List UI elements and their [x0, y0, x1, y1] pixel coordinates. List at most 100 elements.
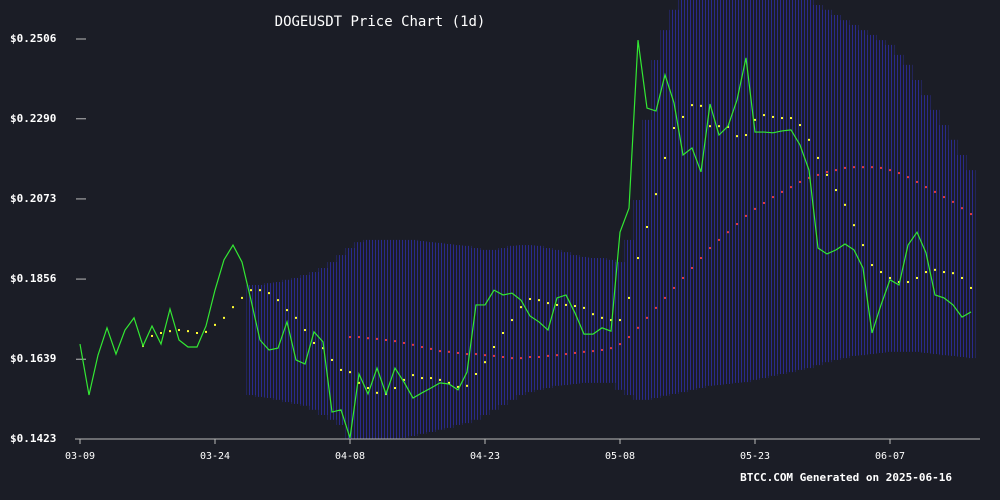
dot [790, 117, 792, 120]
dot [601, 348, 603, 351]
dot [448, 381, 450, 384]
dot [277, 299, 279, 302]
dot [565, 353, 567, 356]
band [435, 242, 445, 430]
band [921, 95, 931, 353]
dot [916, 180, 918, 183]
dot [637, 326, 639, 329]
band [948, 139, 958, 356]
band [426, 242, 436, 432]
dot [484, 354, 486, 357]
dot [808, 176, 810, 179]
y-tick-label: $0.1639 [10, 352, 56, 365]
dot [700, 104, 702, 107]
dot [754, 207, 756, 210]
dot [214, 323, 216, 326]
bands [246, 0, 976, 439]
band [597, 258, 607, 383]
dot [736, 135, 738, 138]
band [462, 245, 472, 424]
dot [268, 292, 270, 295]
dot [547, 354, 549, 357]
dot [646, 316, 648, 319]
y-tick-label: $0.2290 [10, 112, 56, 125]
dot [880, 271, 882, 274]
dot [403, 341, 405, 344]
dot [952, 200, 954, 203]
x-tick-label: 05-08 [605, 451, 635, 462]
dot [529, 298, 531, 301]
dot [367, 337, 369, 340]
dot [853, 224, 855, 227]
dot [304, 329, 306, 332]
dot [286, 309, 288, 312]
dot [961, 276, 963, 279]
dot [808, 138, 810, 141]
band [651, 60, 661, 399]
dot [970, 286, 972, 289]
dot [250, 289, 252, 292]
band [786, 0, 796, 373]
dot [862, 166, 864, 169]
dot [925, 271, 927, 274]
dot [448, 350, 450, 353]
dot [493, 354, 495, 357]
dot [376, 337, 378, 340]
dot [412, 374, 414, 377]
band [309, 272, 319, 410]
dot [322, 347, 324, 350]
y-tick-label: $0.1423 [10, 432, 56, 445]
dot [673, 127, 675, 130]
dot [502, 356, 504, 359]
band [543, 248, 553, 389]
dot [799, 124, 801, 127]
x-tick-label: 03-24 [200, 451, 230, 462]
band [345, 248, 355, 439]
band [723, 0, 733, 384]
dot [817, 156, 819, 159]
dot [943, 271, 945, 274]
dot [718, 238, 720, 241]
dot [817, 173, 819, 176]
dot [610, 319, 612, 322]
dot [673, 286, 675, 289]
dot [187, 330, 189, 333]
dot [835, 169, 837, 172]
dot [430, 377, 432, 380]
dot [727, 231, 729, 234]
band [363, 239, 373, 439]
dot [349, 336, 351, 339]
band [930, 109, 940, 355]
band [714, 0, 724, 386]
dot [709, 125, 711, 128]
dot [412, 343, 414, 346]
dot [340, 368, 342, 371]
band [561, 252, 571, 386]
dot [781, 190, 783, 193]
dot [295, 316, 297, 319]
dot [259, 289, 261, 292]
dot [655, 306, 657, 309]
band [939, 125, 949, 356]
dot [223, 316, 225, 319]
dot [241, 296, 243, 299]
band [489, 249, 499, 410]
dot [709, 247, 711, 250]
dot [772, 115, 774, 118]
dot [763, 201, 765, 204]
band [813, 5, 823, 366]
dot [151, 334, 153, 337]
dot [358, 336, 360, 339]
band [624, 239, 634, 396]
band [867, 34, 877, 355]
dot [691, 104, 693, 107]
band [822, 9, 832, 363]
dot [952, 272, 954, 275]
dot [736, 223, 738, 226]
band [876, 40, 886, 353]
dot [754, 118, 756, 121]
dot [556, 303, 558, 306]
dot [466, 353, 468, 356]
band [831, 14, 841, 360]
dot [457, 385, 459, 388]
